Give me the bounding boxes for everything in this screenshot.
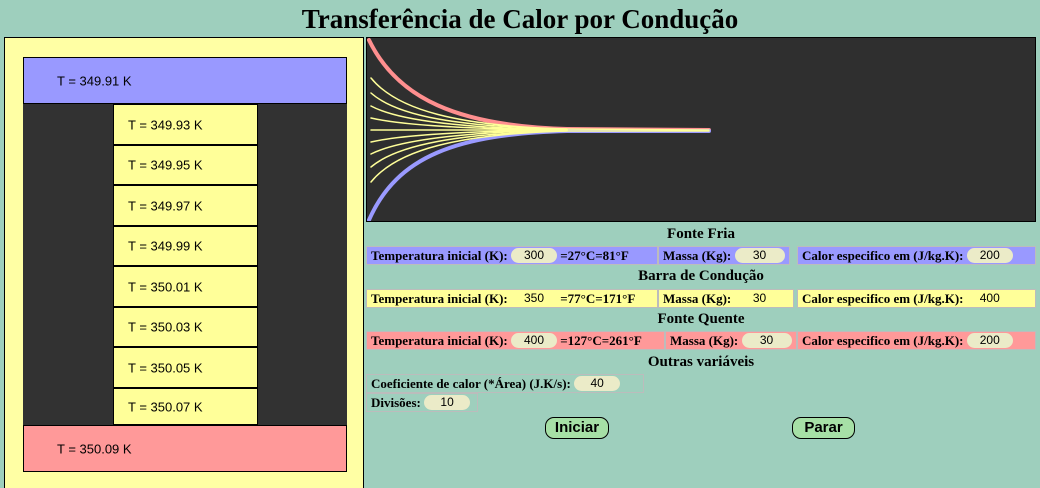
- heat-coefficient-input[interactable]: 40: [574, 376, 621, 391]
- bar-segment: T = 349.97 K: [113, 185, 258, 226]
- divisions-input[interactable]: 10: [424, 395, 471, 410]
- bar-mass-cell: Massa (Kg): 30: [658, 289, 794, 308]
- segment-temperature: T = 350.03 K: [128, 319, 203, 335]
- bar-temp-cell: Temperatura inicial (K): 350 =77°C=171°F: [366, 289, 658, 308]
- segment-temperature: T = 349.97 K: [128, 198, 203, 213]
- hot-source-block: T = 350.09 K: [23, 425, 347, 472]
- cold-source-title: Fonte Fria: [667, 226, 735, 242]
- hot-specific-heat-label: Calor especifico em (J/kg.K):: [802, 333, 964, 348]
- bar-segment: T = 350.01 K: [113, 266, 258, 307]
- hot-specific-heat-input[interactable]: 200: [966, 333, 1013, 348]
- heat-coefficient-cell: Coeficiente de calor (*Área) (J.K/s): 40: [366, 374, 644, 393]
- cold-specific-heat-label: Calor especifico em (J/kg.K):: [802, 248, 964, 263]
- heat-coefficient-row: Coeficiente de calor (*Área) (J.K/s): 40: [366, 374, 1036, 393]
- hot-mass-label: Massa (Kg):: [670, 333, 739, 348]
- other-variables-title: Outras variáveis: [647, 354, 755, 370]
- segment-temperature: T = 350.07 K: [128, 399, 203, 414]
- hot-temp-label: Temperatura inicial (K):: [371, 333, 508, 348]
- bar-specific-heat-label: Calor especifico em (J/kg.K):: [802, 291, 964, 306]
- cold-temp-cell: Temperatura inicial (K): 300 =27°C=81°F: [366, 246, 658, 265]
- hot-temp-conversion: =127°C=261°F: [560, 333, 642, 348]
- temperature-curves: [367, 38, 711, 221]
- cold-temp-conversion: =27°C=81°F: [560, 248, 629, 263]
- bar-segment: T = 350.03 K: [113, 307, 258, 347]
- hot-mass-input[interactable]: 30: [741, 333, 792, 348]
- segment-temperature: T = 349.95 K: [128, 157, 203, 173]
- page-title: Transferência de Calor por Condução: [301, 4, 739, 34]
- hot-temp-cell: Temperatura inicial (K): 400 =127°C=261°…: [366, 331, 665, 350]
- bar-segment: T = 350.05 K: [113, 347, 258, 388]
- cold-specific-heat-input[interactable]: 200: [966, 248, 1013, 263]
- bar-segment: T = 349.93 K: [113, 104, 258, 145]
- bar-segment: T = 349.99 K: [113, 226, 258, 266]
- bar-curve: [370, 92, 568, 130]
- bar-temp-input[interactable]: 350: [523, 291, 544, 305]
- bar-segment: T = 350.07 K: [113, 388, 258, 425]
- bar-curve: [370, 129, 568, 155]
- segment-temperature: T = 349.99 K: [128, 238, 203, 254]
- bar-specific-heat-cell: Calor especifico em (J/kg.K): 400: [797, 289, 1036, 308]
- heat-coefficient-label: Coeficiente de calor (*Área) (J.K/s):: [371, 376, 571, 391]
- cold-source-row: Temperatura inicial (K): 300 =27°C=81°F …: [366, 246, 1036, 265]
- bar-temp-conversion: =77°C=171°F: [560, 291, 636, 306]
- hot-specific-heat-cell: Calor especifico em (J/kg.K): 200: [797, 331, 1036, 350]
- hot-source-temperature: T = 350.09 K: [57, 441, 132, 456]
- cold-temp-label: Temperatura inicial (K):: [371, 248, 508, 263]
- bar-mass-label: Massa (Kg):: [663, 291, 732, 306]
- bar-title: Barra de Condução: [638, 268, 764, 284]
- segment-temperature: T = 350.01 K: [128, 279, 203, 294]
- divisions-cell: Divisões: 10: [366, 393, 478, 412]
- cold-mass-input[interactable]: 30: [734, 248, 785, 263]
- hot-temp-input[interactable]: 400: [510, 333, 557, 348]
- bar-temp-label: Temperatura inicial (K):: [371, 291, 508, 306]
- start-button[interactable]: Iniciar: [545, 417, 609, 439]
- bar-mass-input[interactable]: 30: [752, 291, 767, 305]
- temperature-graph: [366, 37, 1036, 222]
- cold-curve: [367, 129, 711, 221]
- segment-temperature: T = 350.05 K: [128, 360, 203, 375]
- stop-button[interactable]: Parar: [792, 417, 855, 439]
- divisions-label: Divisões:: [371, 395, 421, 410]
- cold-source-temperature: T = 349.91 K: [57, 73, 132, 88]
- cold-temp-input[interactable]: 300: [510, 248, 557, 263]
- hot-source-row: Temperatura inicial (K): 400 =127°C=261°…: [366, 331, 1036, 350]
- bar-curve: [370, 77, 710, 131]
- bar-curve: [370, 130, 710, 183]
- hot-mass-cell: Massa (Kg): 30: [665, 331, 797, 350]
- controls-panel: Fonte Fria Temperatura inicial (K): 300 …: [366, 222, 1036, 488]
- hot-source-title: Fonte Quente: [657, 311, 745, 327]
- bar-specific-heat-input[interactable]: 400: [979, 291, 1000, 305]
- cold-specific-heat-cell: Calor especifico em (J/kg.K): 200: [797, 246, 1036, 265]
- bar-segment: T = 349.95 K: [113, 145, 258, 185]
- divisions-row: Divisões: 10: [366, 393, 1036, 412]
- segment-temperature: T = 349.93 K: [128, 117, 203, 132]
- hot-curve: [367, 38, 711, 132]
- bar-curve: [370, 130, 568, 168]
- cold-source-block: T = 349.91 K: [23, 57, 347, 104]
- cold-mass-cell: Massa (Kg): 30: [658, 246, 790, 265]
- cold-mass-label: Massa (Kg):: [663, 248, 732, 263]
- bar-row: Temperatura inicial (K): 350 =77°C=171°F…: [366, 289, 1036, 308]
